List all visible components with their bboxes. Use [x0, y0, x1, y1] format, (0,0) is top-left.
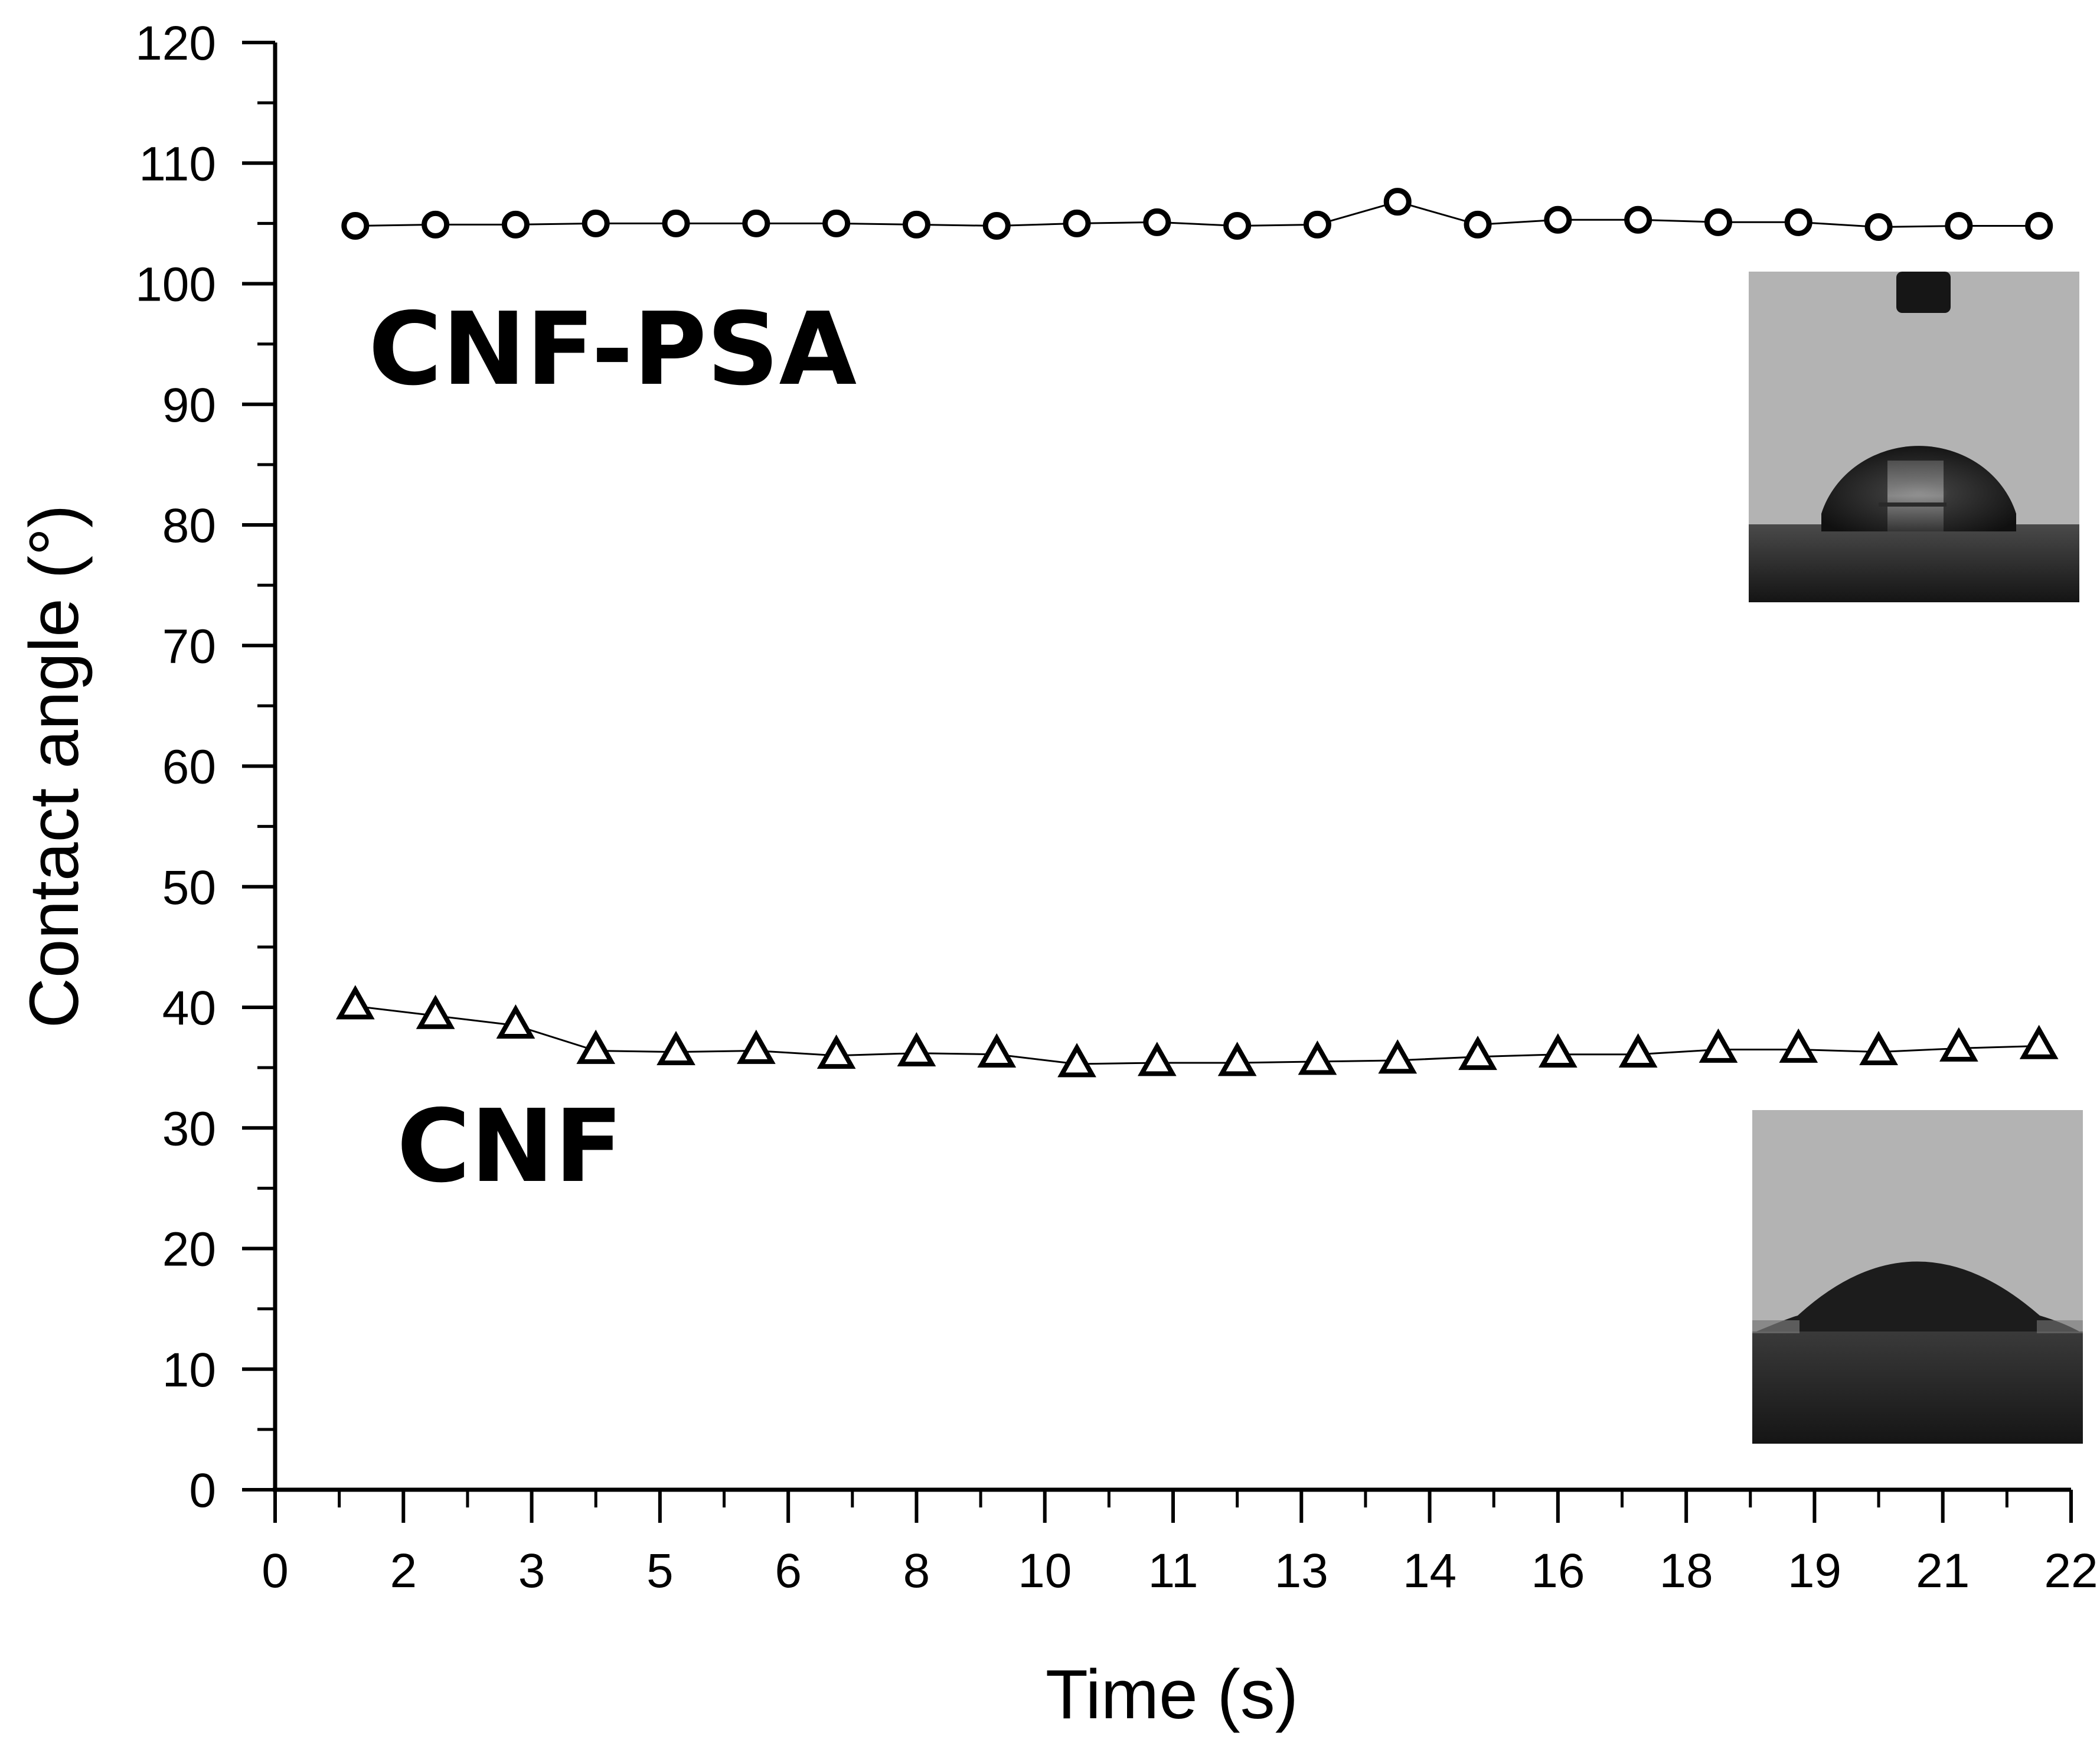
x-tick-label: 2 — [390, 1544, 417, 1598]
data-point — [1137, 1042, 1177, 1076]
data-point — [1939, 1027, 1978, 1062]
data-point — [501, 210, 530, 239]
x-tick-label: 3 — [518, 1544, 546, 1598]
data-point — [822, 209, 851, 237]
data-point — [1298, 1040, 1337, 1075]
data-point — [982, 211, 1011, 240]
y-tick-label: 60 — [162, 740, 216, 794]
data-point — [1303, 210, 1331, 239]
data-point — [817, 1034, 856, 1069]
data-point — [1057, 1043, 1096, 1078]
x-tick-label: 21 — [1916, 1544, 1970, 1598]
data-point — [582, 209, 610, 237]
data-point — [1544, 205, 1572, 234]
data-point — [1784, 208, 1812, 236]
y-tick-label: 70 — [162, 619, 216, 673]
data-point — [1223, 211, 1252, 240]
y-axis-title: Contact angle (°) — [15, 505, 93, 1029]
x-tick-label: 16 — [1531, 1544, 1585, 1598]
series-1 — [335, 985, 2059, 1078]
data-point — [1458, 1036, 1497, 1071]
data-point — [902, 210, 930, 239]
data-point — [1864, 213, 1893, 241]
x-tick-label: 22 — [2044, 1544, 2098, 1598]
data-point — [1618, 1033, 1658, 1068]
data-point — [1704, 208, 1732, 236]
x-tick-label: 5 — [646, 1544, 674, 1598]
series-label-cnf-psa: CNF-PSA — [368, 291, 857, 408]
data-point — [662, 209, 690, 237]
y-tick-label: 30 — [162, 1102, 216, 1156]
x-tick-label: 8 — [903, 1544, 930, 1598]
y-tick-label: 90 — [162, 378, 216, 432]
data-point — [2019, 1024, 2059, 1059]
y-tick-label: 0 — [189, 1464, 216, 1517]
data-point — [335, 985, 375, 1020]
data-point — [341, 211, 370, 240]
series-line — [355, 201, 2039, 229]
data-point — [1699, 1028, 1738, 1063]
data-point — [736, 1029, 776, 1064]
x-tick-label: 0 — [262, 1544, 289, 1598]
data-point — [1945, 211, 1973, 240]
x-tick-label: 18 — [1660, 1544, 1713, 1598]
data-point — [576, 1029, 616, 1064]
data-point — [657, 1030, 695, 1065]
data-point — [422, 210, 450, 239]
y-tick-label: 50 — [162, 861, 216, 915]
data-point — [416, 994, 455, 1029]
y-tick-label: 10 — [162, 1343, 216, 1397]
data-point — [1063, 209, 1091, 237]
data-point — [2025, 211, 2053, 240]
series-label-cnf: CNF — [397, 1088, 623, 1205]
x-axis-title: Time (s) — [1046, 1656, 1298, 1734]
data-point — [1378, 1039, 1418, 1074]
data-point — [1859, 1030, 1898, 1065]
y-tick-label: 120 — [135, 17, 216, 70]
data-point — [1624, 205, 1652, 234]
x-tick-label: 19 — [1788, 1544, 1841, 1598]
y-tick-label: 20 — [162, 1223, 216, 1277]
y-tick-label: 40 — [162, 981, 216, 1035]
x-ticks: 0 2 3 5 6 8 10 11 13 14 16 18 19 21 22 — [262, 1490, 2098, 1598]
x-tick-label: 10 — [1018, 1544, 1072, 1598]
data-point — [1464, 210, 1492, 239]
data-point — [897, 1032, 936, 1067]
series-0 — [341, 188, 2053, 241]
droplet-photo-cnf-psa — [1749, 272, 2079, 602]
data-point — [1383, 188, 1412, 216]
y-tick-label: 110 — [139, 137, 216, 191]
data-point — [1779, 1028, 1818, 1063]
y-tick-label: 80 — [162, 499, 216, 553]
x-tick-label: 11 — [1148, 1544, 1198, 1598]
x-tick-label: 14 — [1403, 1544, 1456, 1598]
data-point — [742, 209, 770, 237]
series-layer — [335, 188, 2059, 1078]
data-point — [1143, 208, 1171, 236]
data-point — [496, 1004, 535, 1039]
x-tick-label: 6 — [775, 1544, 802, 1598]
series-line — [355, 1005, 2039, 1065]
y-ticks: 0 10 20 30 40 50 60 70 80 90 100 110 120 — [135, 17, 275, 1517]
droplet-photo-cnf — [1752, 1110, 2083, 1444]
y-tick-label: 100 — [135, 258, 216, 312]
data-point — [1217, 1042, 1257, 1076]
data-point — [977, 1033, 1017, 1068]
data-point — [1539, 1033, 1578, 1068]
x-tick-label: 13 — [1275, 1544, 1328, 1598]
